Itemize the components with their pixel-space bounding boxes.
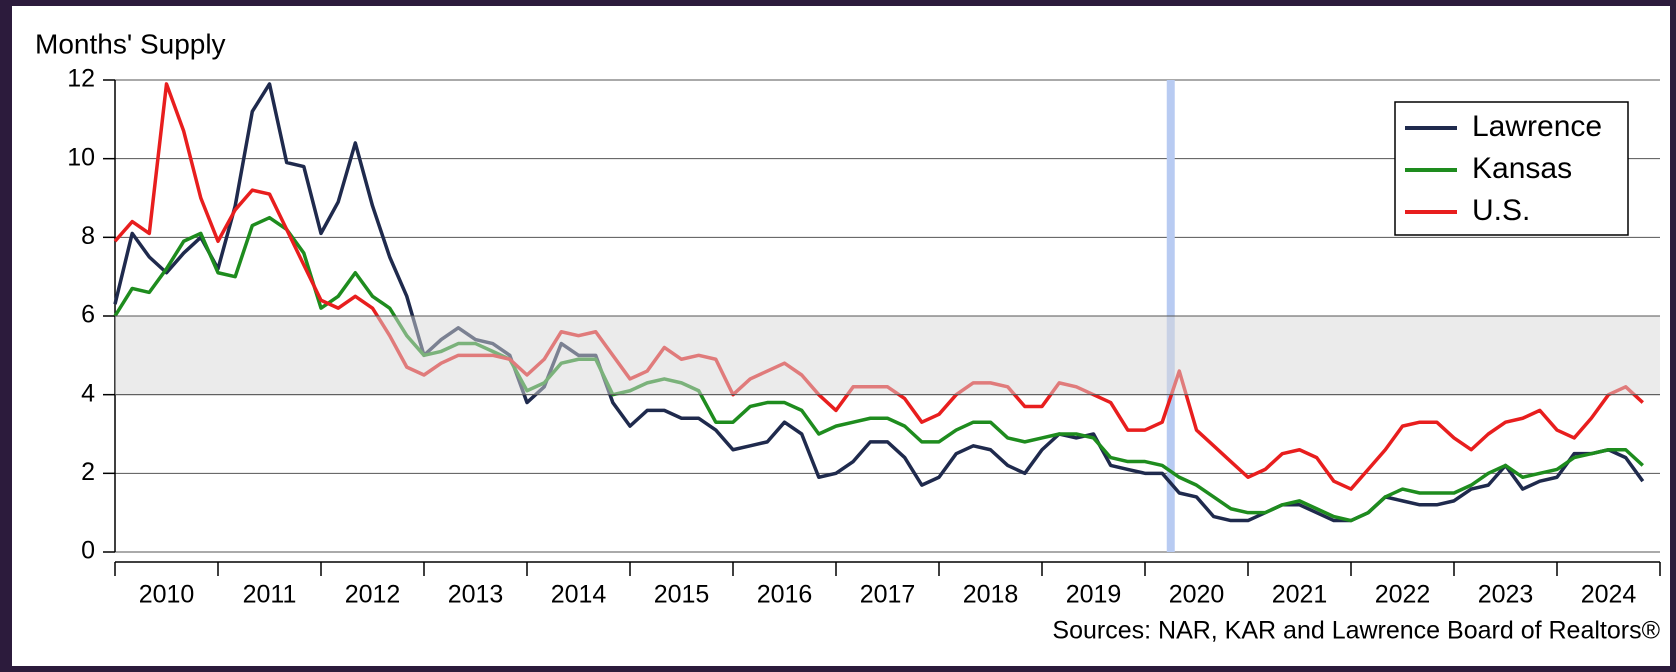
- x-tick-label: 2023: [1478, 581, 1534, 609]
- y-tick-label: 4: [81, 379, 95, 407]
- x-tick-label: 2020: [1169, 581, 1225, 609]
- y-tick-label: 12: [67, 65, 95, 93]
- x-tick-label: 2018: [963, 581, 1019, 609]
- y-tick-label: 10: [67, 143, 95, 171]
- shaded-band: [115, 316, 1660, 395]
- x-tick-label: 2016: [757, 581, 813, 609]
- y-tick-label: 6: [81, 301, 95, 329]
- x-tick-label: 2013: [448, 581, 504, 609]
- x-tick-label: 2017: [860, 581, 916, 609]
- x-tick-label: 2024: [1581, 581, 1637, 609]
- y-tick-label: 0: [81, 537, 95, 565]
- source-note: Sources: NAR, KAR and Lawrence Board of …: [1052, 617, 1660, 645]
- x-tick-label: 2010: [139, 581, 195, 609]
- x-tick-label: 2021: [1272, 581, 1328, 609]
- legend-label: U.S.: [1472, 194, 1530, 227]
- x-tick-label: 2012: [345, 581, 401, 609]
- legend-label: Kansas: [1472, 152, 1572, 185]
- x-tick-label: 2022: [1375, 581, 1431, 609]
- y-tick-label: 2: [81, 458, 95, 486]
- x-tick-label: 2015: [654, 581, 710, 609]
- legend-label: Lawrence: [1472, 110, 1602, 143]
- x-tick-label: 2019: [1066, 581, 1122, 609]
- y-tick-label: 8: [81, 222, 95, 250]
- y-axis-label: Months' Supply: [35, 28, 226, 59]
- x-tick-label: 2011: [243, 581, 297, 609]
- x-tick-label: 2014: [551, 581, 607, 609]
- series-line: [113, 215, 1644, 523]
- series-line: [113, 82, 1645, 523]
